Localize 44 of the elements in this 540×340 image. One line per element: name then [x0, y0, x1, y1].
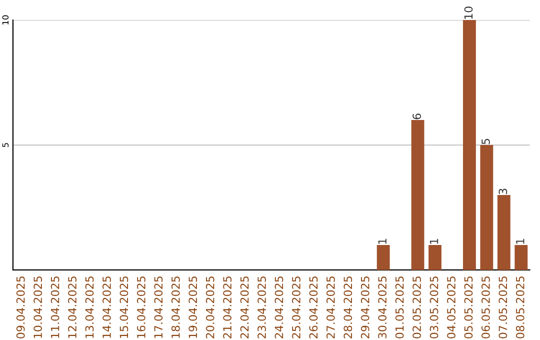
data-label: 6: [412, 114, 421, 120]
x-tick-label: 20.04.2025: [206, 276, 214, 338]
x-tick-label: 17.04.2025: [154, 276, 163, 338]
x-tick-label: 10.04.2025: [34, 276, 42, 338]
x-tick-label: 08.05.2025: [516, 276, 524, 338]
x-tick-label: 14.04.2025: [102, 276, 111, 338]
x-tick-label: 27.04.2025: [326, 276, 335, 338]
x-tick-label: 05.05.2025: [464, 276, 473, 338]
x-tick-label: 30.04.2025: [378, 276, 387, 338]
data-label: 3: [498, 188, 508, 194]
x-tick-label: 04.05.2025: [447, 276, 456, 338]
x-tick-label: 21.04.2025: [223, 276, 232, 338]
x-tick-label: 06.05.2025: [481, 276, 490, 338]
bar: [462, 20, 476, 270]
data-label: 10: [464, 6, 473, 19]
x-tick-label: 13.04.2025: [85, 276, 94, 338]
x-tick-label: 25.04.2025: [292, 276, 300, 338]
x-tick-label: 24.04.2025: [274, 276, 284, 338]
x-tick-label: 07.05.2025: [498, 276, 508, 338]
x-tick-label: 12.04.2025: [68, 276, 76, 338]
bar: [514, 244, 528, 270]
x-tick-label: 16.04.2025: [136, 276, 146, 338]
data-label: 1: [516, 238, 524, 244]
bar: [428, 244, 442, 270]
bar: [480, 145, 494, 270]
data-label: 1: [378, 238, 386, 244]
x-tick-label: 03.05.2025: [430, 276, 438, 338]
x-tick-label: 02.05.2025: [412, 276, 421, 338]
x-tick-label: 01.05.2025: [395, 276, 404, 338]
x-tick-label: 22.04.2025: [240, 276, 249, 338]
x-tick-label: 15.04.2025: [120, 276, 128, 338]
x-tick-label: 18.04.2025: [171, 276, 180, 338]
x-tick-label: 09.04.2025: [16, 276, 25, 338]
x-tick-label: 23.04.2025: [258, 276, 266, 338]
bar: [411, 120, 424, 270]
x-tick-label: 11.04.2025: [50, 276, 60, 338]
x-tick-label: 26.04.2025: [309, 276, 318, 338]
x-tick-label: 28.04.2025: [344, 276, 352, 338]
x-tick-label: 19.04.2025: [188, 276, 198, 338]
data-label: 5: [482, 138, 490, 144]
bar: [376, 244, 390, 270]
x-tick-label: 29.04.2025: [360, 276, 370, 338]
data-label: 1: [430, 238, 438, 244]
bar: [497, 194, 510, 270]
